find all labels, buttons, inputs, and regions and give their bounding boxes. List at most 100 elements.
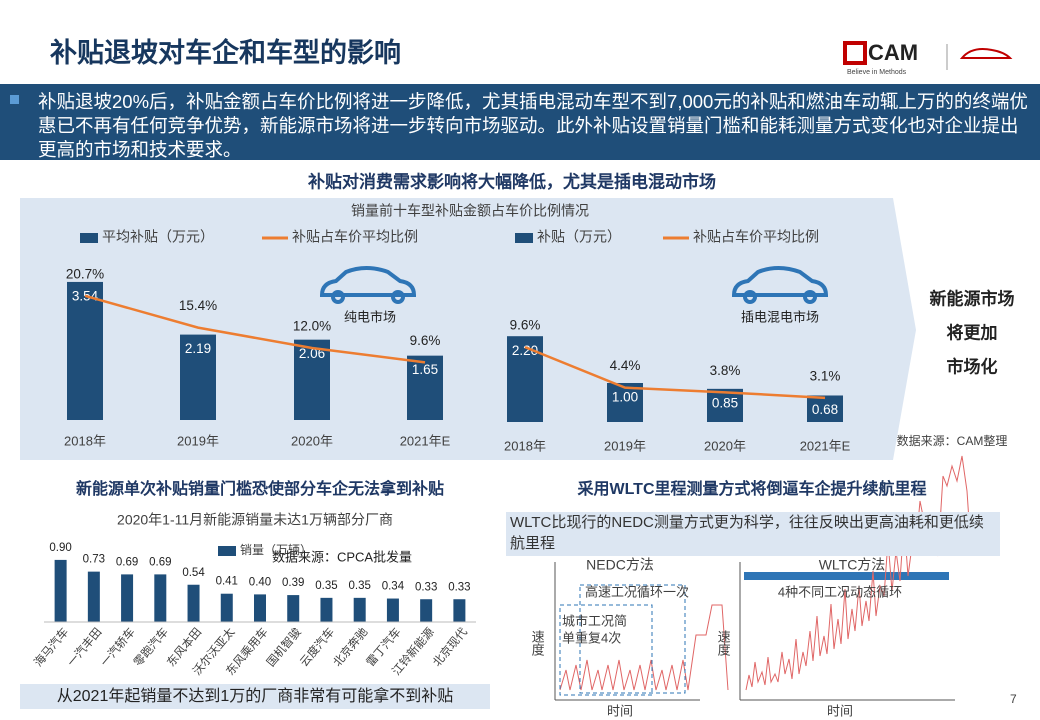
section-heading: 补贴对消费需求影响将大幅降低，尤其是插电混动市场 <box>307 171 716 191</box>
legend-label: 销量（万辆） <box>240 543 312 557</box>
x-tick-label: 2021年E <box>400 433 451 448</box>
legend-label: 平均补贴（万元） <box>102 229 214 245</box>
conclusion: 将更加 <box>947 322 998 342</box>
legend-label: 补贴占车价平均比例 <box>292 229 418 245</box>
page-title: 补贴退坡对车企和车型的影响 <box>50 37 401 68</box>
bar <box>180 334 216 420</box>
x-tick-label: 2018年 <box>504 438 546 453</box>
legend-label: 补贴占车价平均比例 <box>693 229 819 245</box>
x-tick-label: 一汽轿车 <box>97 625 137 669</box>
waveform <box>559 604 729 691</box>
y-label: 速度 <box>716 630 731 656</box>
waveform <box>745 455 972 691</box>
x-tick-label: 2019年 <box>177 433 219 448</box>
data-label: 0.69 <box>149 556 171 568</box>
bar <box>607 383 643 422</box>
data-label: 3.8% <box>710 363 741 378</box>
data-label: 1.00 <box>612 390 638 405</box>
bar <box>254 594 266 622</box>
x-tick-label: 2020年 <box>291 433 333 448</box>
wltc-chart: WLTC方法 4种不同工况动态循环 速度 时间 <box>716 455 972 718</box>
source: 数据来源：CAM整理 <box>897 433 1008 448</box>
data-label: 3.1% <box>810 368 841 383</box>
note: 高速工况循环一次 <box>585 584 689 599</box>
bar <box>121 574 134 622</box>
logo-mark <box>843 41 867 65</box>
data-label: 0.35 <box>348 580 370 592</box>
phase-strip <box>744 572 949 580</box>
conclusion: 新能源市场 <box>930 288 1015 308</box>
data-label: 0.41 <box>216 576 238 588</box>
section-heading: 新能源单次补贴销量门槛恐使部分车企无法拿到补贴 <box>76 479 444 498</box>
data-label: 0.33 <box>448 581 470 593</box>
x-tick-label: 零跑汽车 <box>131 625 171 669</box>
x-tick-label: 2021年E <box>800 438 851 453</box>
conclusion: 市场化 <box>947 356 998 376</box>
bar <box>420 599 433 622</box>
data-label: 0.33 <box>415 581 437 593</box>
bar <box>54 559 67 622</box>
x-tick-label: 云度汽车 <box>297 625 337 669</box>
data-label: 4.4% <box>610 358 641 373</box>
annotation: 纯电市场 <box>344 309 396 324</box>
bar <box>807 395 843 422</box>
section-heading: 采用WLTC里程测量方式将倒逼车企提升续航里程 <box>576 479 926 498</box>
method-title: WLTC方法 <box>819 557 886 573</box>
logo: CAM <box>868 40 918 65</box>
note: 城市工况简 <box>562 613 627 628</box>
data-label: 0.34 <box>382 581 405 593</box>
bar <box>87 571 100 622</box>
x-tick-label: 2020年 <box>704 438 746 453</box>
bar <box>507 336 543 422</box>
data-label: 0.39 <box>282 577 304 589</box>
page-number: 7 <box>1010 692 1017 706</box>
bar <box>154 574 167 622</box>
car-logo <box>959 48 1013 59</box>
data-label: 0.54 <box>182 567 205 579</box>
line <box>524 345 826 400</box>
data-label: 0.40 <box>249 576 271 588</box>
legend-swatch <box>218 546 236 556</box>
x-label: 时间 <box>827 703 853 718</box>
note: 4种不同工况动态循环 <box>778 584 902 599</box>
footer-note: 从2021年起销量不达到1万的厂商非常有可能拿不到补贴 <box>20 684 490 709</box>
bullet <box>10 95 19 104</box>
car-icon <box>319 266 829 304</box>
x-tick-label: 北京现代 <box>430 624 471 669</box>
bar <box>287 595 300 622</box>
data-label: 9.6% <box>410 333 441 348</box>
data-label: 9.6% <box>510 318 541 333</box>
data-label: 2.20 <box>512 343 538 358</box>
data-label: 0.68 <box>812 402 838 417</box>
data-label: 0.69 <box>116 556 138 568</box>
data-label: 0.85 <box>712 395 738 410</box>
legend-label: 补贴（万元） <box>537 229 621 245</box>
bar <box>707 388 743 422</box>
x-tick-label: 2018年 <box>64 433 106 448</box>
x-tick-label: 2019年 <box>604 438 646 453</box>
bar <box>353 597 366 622</box>
data-label: 1.65 <box>412 362 438 377</box>
annotation: 插电混电市场 <box>741 309 819 324</box>
bar <box>386 598 399 622</box>
intro-text: 补贴退坡20%后，补贴金额占车价比例将进一步降低，尤其插电混动车型不到7,000… <box>38 91 1028 160</box>
note-box <box>559 604 653 696</box>
bar <box>407 355 443 420</box>
nedc-chart: NEDC方法 高速工况循环一次 城市工况简 单重复4次 速度 时间 <box>530 557 729 718</box>
data-label: 0.73 <box>83 554 105 566</box>
bar <box>294 339 330 420</box>
annotation: 数据来源：CPCA批发量 <box>272 549 412 564</box>
data-label: 0.90 <box>49 542 71 554</box>
y-label: 速度 <box>530 630 545 656</box>
data-label: 15.4% <box>179 298 217 313</box>
bar <box>67 281 103 420</box>
data-label: 12.0% <box>293 319 331 334</box>
x-tick-label: 一汽丰田 <box>64 625 104 669</box>
logo-tagline: Believe in Methods <box>847 69 907 76</box>
panel-arrow <box>20 198 916 460</box>
x-label: 时间 <box>607 703 633 718</box>
legend-swatch <box>80 233 98 243</box>
line <box>84 294 426 364</box>
